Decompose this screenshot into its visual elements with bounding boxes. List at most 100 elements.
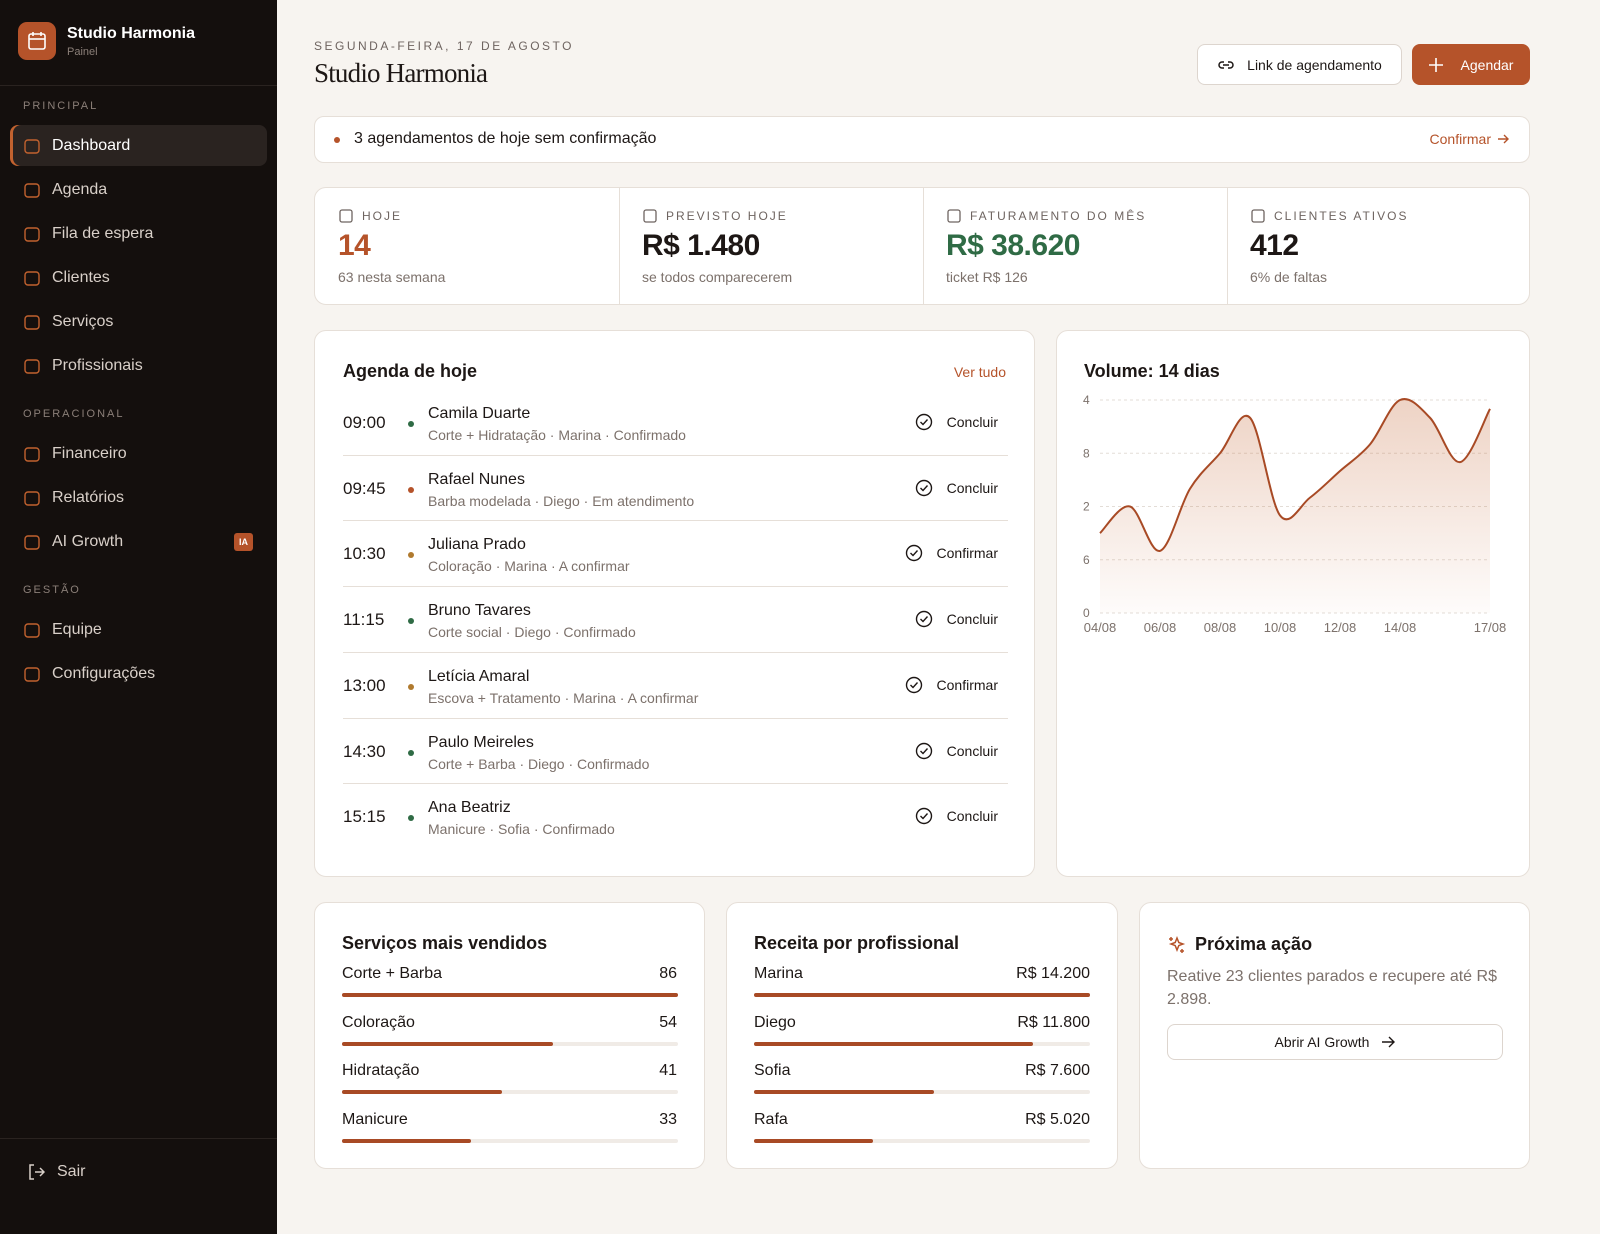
icon-shape — [909, 681, 918, 689]
services-card: Serviços mais vendidos Corte + Barba 86 Col… — [314, 902, 705, 1169]
icon-shape — [1251, 209, 1265, 223]
line — [1099, 398, 1491, 552]
button-label[interactable]: Abrir AI Growth — [1274, 1034, 1370, 1050]
nav-label[interactable]: Financeiro — [52, 444, 127, 462]
nav-label[interactable]: Agenda — [52, 180, 108, 198]
icon-shape — [915, 413, 932, 431]
page-title: Studio Harmonia — [314, 58, 488, 88]
logout[interactable]: Sair — [27, 1163, 85, 1181]
card-title: Serviços mais vendidos — [342, 933, 548, 953]
stat-note: 6% de faltas — [1250, 269, 1328, 285]
icon-shape — [905, 545, 922, 562]
nav-label[interactable]: Equipe — [52, 620, 102, 638]
stat-label: HOJE — [362, 209, 403, 223]
nav-item[interactable]: Serviços — [10, 301, 267, 342]
action-label[interactable]: Concluir — [946, 742, 998, 759]
client-name: Paulo Meireles — [428, 733, 534, 751]
stat-divider — [619, 188, 620, 304]
brand-logo — [18, 22, 56, 60]
stat-icon — [339, 209, 353, 223]
action-label[interactable]: Concluir — [946, 479, 998, 496]
icon-shape — [339, 209, 353, 223]
nav-icon — [24, 358, 40, 374]
action-label[interactable]: Concluir — [946, 611, 998, 628]
status-dot — [408, 618, 414, 625]
time: 11:15 — [343, 610, 385, 630]
nav-item[interactable]: Fila de espera — [10, 213, 267, 254]
nav-icon — [24, 622, 40, 638]
link-button[interactable]: Link de agendamento — [1197, 44, 1402, 85]
nav-item[interactable]: Agenda — [10, 169, 267, 210]
nav-label[interactable]: Clientes — [52, 268, 110, 286]
client-name: Rafael Nunes — [428, 470, 525, 488]
status-dot — [408, 486, 414, 493]
bar-value: R$ 11.800 — [1017, 1013, 1090, 1031]
nav-icon — [24, 138, 40, 154]
row-action[interactable]: Confirmar — [905, 676, 998, 694]
row-action[interactable]: Concluir — [915, 742, 998, 760]
alert-action[interactable]: Confirmar — [1430, 131, 1509, 147]
row-action[interactable]: Confirmar — [905, 544, 998, 562]
button-label[interactable]: Agendar — [1460, 56, 1514, 73]
alert-action-label[interactable]: Confirmar — [1429, 131, 1491, 147]
nav-item[interactable]: Dashboard — [10, 125, 267, 166]
details: Manicure · Sofia · Confirmado — [428, 821, 615, 838]
nav-label[interactable]: Profissionais — [52, 356, 143, 374]
action-label[interactable]: Concluir — [946, 414, 998, 430]
nav-item[interactable]: Profissionais — [10, 345, 267, 386]
icon-shape — [24, 138, 40, 154]
row-action[interactable]: Concluir — [915, 479, 998, 497]
icon-shape — [24, 314, 40, 330]
status-dot — [408, 815, 414, 822]
nav-label[interactable]: Fila de espera — [52, 224, 154, 242]
divider — [0, 1138, 277, 1139]
stat-icon — [947, 209, 961, 223]
row-action[interactable]: Concluir — [915, 413, 998, 431]
action-label[interactable]: Confirmar — [936, 545, 998, 562]
bar — [342, 993, 678, 997]
row-action[interactable]: Concluir — [915, 807, 998, 825]
logout-label[interactable]: Sair — [57, 1163, 86, 1180]
nav-item[interactable]: Relatórios — [10, 477, 267, 518]
nav-label[interactable]: Relatórios — [52, 488, 125, 506]
see-all[interactable]: Ver tudo — [953, 364, 1006, 380]
arrow-icon — [1498, 134, 1509, 144]
schedule-button[interactable]: Agendar — [1412, 44, 1530, 85]
nav-label[interactable]: Serviços — [52, 312, 114, 330]
status-dot — [408, 749, 414, 756]
time: 10:30 — [343, 544, 386, 564]
nav-icon — [24, 666, 40, 682]
bar-track — [754, 1138, 1090, 1143]
icon-shape — [919, 616, 928, 623]
ai-growth-button[interactable]: Abrir AI Growth — [1167, 1024, 1503, 1060]
nav-item[interactable]: Clientes — [10, 257, 267, 298]
icon-shape — [643, 209, 657, 223]
divider — [0, 85, 277, 86]
action-label[interactable]: Concluir — [946, 808, 998, 825]
nav-item[interactable]: AI Growth IA — [10, 521, 267, 562]
section-title: GESTÃO — [23, 584, 81, 596]
time: 15:15 — [343, 807, 386, 827]
nav-label[interactable]: Configurações — [52, 664, 156, 682]
icon-shape — [24, 446, 40, 462]
bar — [754, 1138, 873, 1143]
icon-shape — [947, 209, 961, 223]
nav-label[interactable]: Dashboard — [52, 136, 131, 154]
bar — [754, 993, 1090, 997]
nav-item[interactable]: Equipe — [10, 609, 267, 650]
x-tick-label: 10/08 — [1264, 620, 1297, 635]
bar-label: Coloração — [342, 1013, 415, 1031]
action-label[interactable]: Confirmar — [936, 676, 998, 693]
row-action[interactable]: Concluir — [915, 610, 998, 628]
nav-label[interactable]: AI Growth — [52, 532, 124, 550]
stat-label: FATURAMENTO DO MÊS — [970, 209, 1147, 223]
nav-item[interactable]: Financeiro — [10, 433, 267, 474]
x-tick-label: 12/08 — [1324, 620, 1357, 635]
nav-item[interactable]: Configurações — [10, 653, 267, 694]
logout-icon — [29, 1164, 45, 1180]
button-label[interactable]: Link de agendamento — [1247, 56, 1382, 73]
client-name: Ana Beatriz — [428, 799, 511, 817]
client-name: Bruno Tavares — [428, 602, 531, 620]
row-divider — [343, 717, 1008, 719]
client-name: Letícia Amaral — [428, 667, 530, 685]
